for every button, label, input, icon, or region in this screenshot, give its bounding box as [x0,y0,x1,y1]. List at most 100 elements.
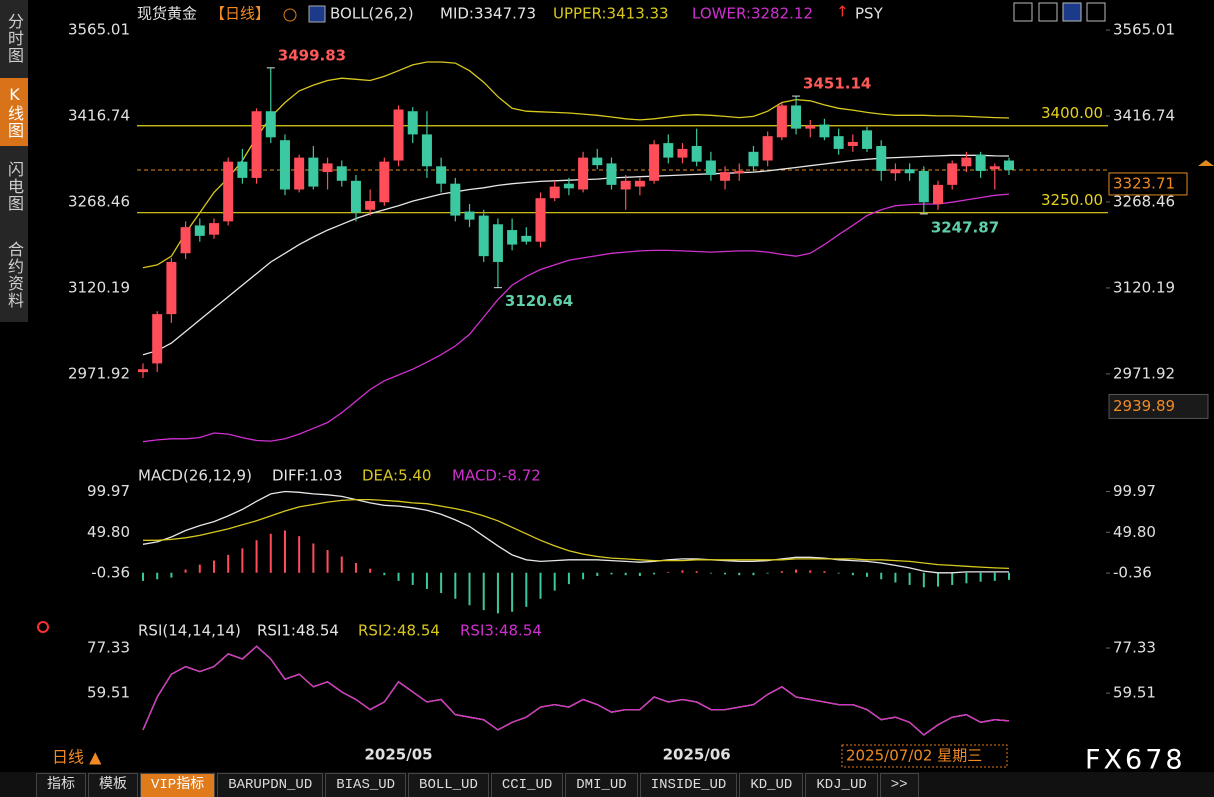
candle-body [791,105,802,129]
y-tick-label-right: 49.80 [1113,523,1156,541]
macd-bar [525,572,528,607]
y-tick-label-right: 59.51 [1113,684,1156,702]
last-price-label: 3323.71 [1113,174,1175,192]
tab[interactable]: DMI_UD [565,773,638,797]
tab[interactable]: KD_UD [739,773,804,797]
sidebar-item[interactable]: 合约资料 [5,241,24,309]
y-tick-label: 2971.92 [68,364,130,382]
x-tick-label: 2025/06 [663,746,731,764]
y-tick-label: 99.97 [87,482,130,500]
y-tick-label: 3416.74 [68,107,130,125]
sidebar-item[interactable]: K线图 [0,78,28,146]
tab[interactable]: VIP指标 [140,773,216,797]
y-tick-label-right: -0.36 [1113,564,1152,582]
legend-entry: LOWER:3282.12 [692,5,813,23]
macd-bar [979,572,982,582]
extreme-label: 3499.83 [278,46,346,64]
macd-bar [624,572,627,576]
macd-bar [667,571,670,573]
candle-body [578,157,589,190]
tab[interactable]: 模板 [88,773,138,797]
h-line-label: 3250.00 [1041,191,1103,209]
tab[interactable]: KDJ_UD [805,773,878,797]
candle-body [393,109,404,161]
candle-body [365,201,376,210]
settings-icon[interactable] [37,621,49,633]
date-box [841,744,1008,768]
candle-body [677,148,688,158]
candle-body [549,186,560,199]
tool-icon[interactable] [1086,2,1106,22]
macd-bar [610,572,613,575]
macd-bar [482,572,485,611]
candle-body [890,169,901,174]
x-tick-label: 2025/05 [364,746,432,764]
period-label[interactable]: 日线 ▲ [52,748,102,767]
macd-bar [227,554,230,573]
cursor-date: 2025/07/02 星期三 [846,747,982,765]
macd-bar [354,563,357,573]
candle-body [989,166,1000,170]
extreme-label: 3120.64 [505,292,573,310]
candle-body [720,172,731,181]
candle-body [947,163,958,185]
candle-body [904,169,915,174]
tab[interactable]: INSIDE_UD [639,773,738,797]
macd-bar [397,572,400,581]
candle-body [847,141,858,147]
candle-body [876,146,887,171]
candle-body [663,143,674,158]
macd-bar [851,572,854,576]
series-line [143,498,1010,570]
y-tick-label-right: 77.33 [1113,639,1156,657]
tab[interactable]: 指标 [36,773,86,797]
macd-bar [198,564,201,573]
tab[interactable]: CCI_UD [490,773,564,797]
macd-bar [965,572,968,584]
series-line [142,154,1010,356]
chart-title: 现货黄金 [137,5,197,23]
macd-bar [951,572,954,585]
series-line [142,645,1010,736]
last-price-box [1108,172,1188,196]
candle-body [933,184,944,204]
extra-label: PSY [855,5,884,23]
tab[interactable]: >> [879,773,919,797]
extreme-label: 3247.87 [931,218,999,236]
macd-bar [283,530,286,573]
y-tick-label: 3120.19 [68,278,130,296]
tab[interactable]: BOLL_UD [408,773,489,797]
cursor-price-label: 2939.89 [1113,397,1175,415]
sidebar-item[interactable]: 分时图 [5,12,24,64]
y-tick-label-right: 2971.92 [1113,364,1175,382]
macd-bar [837,572,840,574]
panel-title: RSI(14,14,14) [138,622,241,640]
candle-body [407,111,418,135]
y-tick-label-right: 99.97 [1113,482,1156,500]
icon [283,8,297,22]
candle-body [691,146,702,162]
candle-body [166,261,177,315]
candle-body [705,160,716,175]
series-line [142,193,1010,443]
macd-bar [511,572,514,612]
tab[interactable]: BIAS_UD [325,773,407,797]
y-tick-label: -0.36 [91,564,130,582]
series-line [142,490,1009,574]
tab[interactable]: BARUPDN_UD [217,773,324,797]
macd-bar [298,536,301,573]
tool-icon[interactable] [1062,2,1082,22]
tool-icon[interactable] [1038,2,1058,22]
macd-bar [993,572,996,581]
candle-body [138,369,148,373]
macd-bar [894,572,897,583]
candle-body [464,211,475,220]
macd-bar [340,556,343,573]
tool-icon[interactable] [1013,2,1033,22]
macd-bar [454,572,457,599]
sidebar-item[interactable]: 闪电图 [5,160,24,212]
macd-bar [653,572,656,575]
legend-entry: RSI3:48.54 [460,622,542,640]
macd-bar [908,572,911,585]
